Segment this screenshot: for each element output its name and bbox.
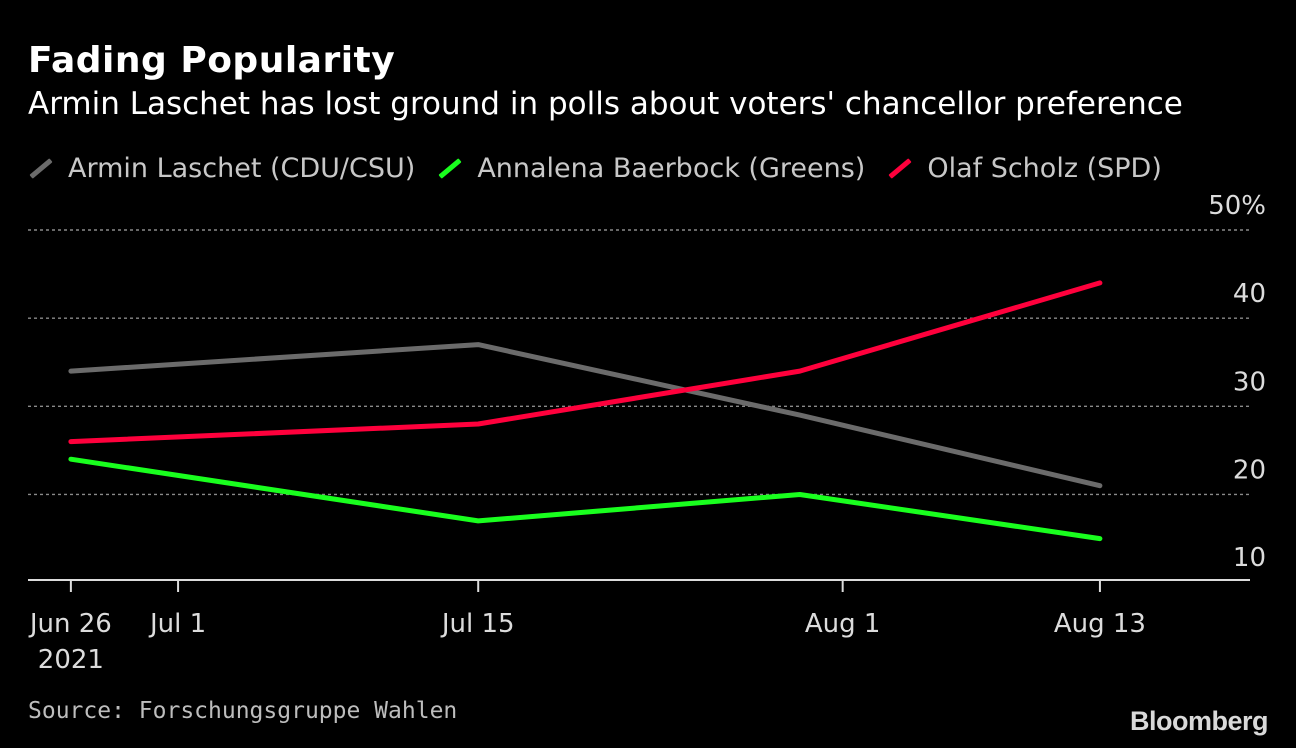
source-note: Source: Forschungsgruppe Wahlen xyxy=(28,698,458,724)
series-line-laschet xyxy=(68,342,1103,489)
x-tick-label-jul-1: Jul 1 xyxy=(148,609,206,639)
x-tick-label-aug-1: Aug 1 xyxy=(805,609,881,639)
y-tick-label-10: 10 xyxy=(1233,543,1266,573)
y-tick-label-20: 20 xyxy=(1233,455,1266,485)
y-tick-label-40: 40 xyxy=(1233,279,1266,309)
chart-subtitle: Armin Laschet has lost ground in polls a… xyxy=(28,86,1183,122)
y-tick-label-30: 30 xyxy=(1233,367,1266,397)
legend-label-baerbock: Annalena Baerbock (Greens) xyxy=(477,152,866,184)
bloomberg-logo: Bloomberg xyxy=(1129,706,1269,736)
legend-item-laschet: Armin Laschet (CDU/CSU) xyxy=(28,153,415,184)
legend-label-laschet: Armin Laschet (CDU/CSU) xyxy=(68,152,416,184)
series-line-scholz xyxy=(68,280,1103,445)
x-tick-label-aug-13: Aug 13 xyxy=(1054,609,1146,639)
legend: Armin Laschet (CDU/CSU) Annalena Baerboc… xyxy=(28,150,1184,186)
legend-label-scholz: Olaf Scholz (SPD) xyxy=(927,152,1162,184)
series-line-baerbock xyxy=(68,456,1103,542)
x-tick-sublabel-year: 2021 xyxy=(38,645,104,675)
chart-title: Fading Popularity xyxy=(28,40,396,81)
legend-item-scholz: Olaf Scholz (SPD) xyxy=(887,153,1162,184)
y-tick-label-50: 50% xyxy=(1208,191,1266,221)
x-tick-label-jun-26: Jun 26 xyxy=(28,609,112,639)
legend-item-baerbock: Annalena Baerbock (Greens) xyxy=(437,153,865,184)
x-tick-label-jul-15: Jul 15 xyxy=(440,609,515,639)
